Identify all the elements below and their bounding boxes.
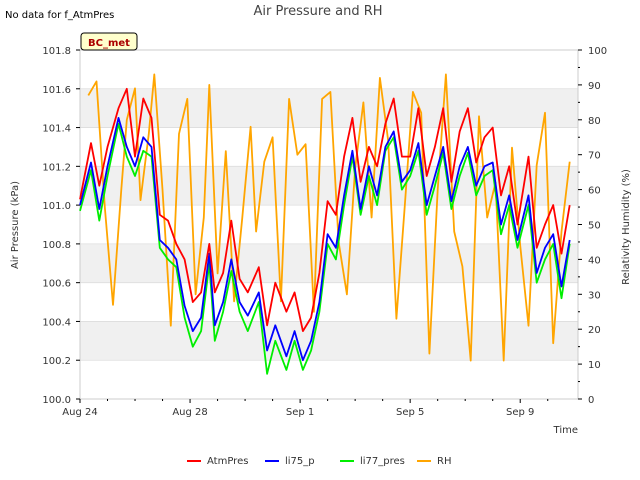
y-axis-label: Air Pressure (kPa) [10,181,21,269]
station-badge: BC_met [80,32,138,51]
x-tick-label: Aug 24 [62,407,97,418]
y-tick-label: 100.2 [42,356,71,367]
x-tick-label: Sep 9 [506,407,534,418]
y2-tick-label: 10 [588,360,601,371]
y-tick-label: 101.6 [42,85,71,96]
y2-tick-label: 70 [588,151,601,162]
y-tick-label: 100.0 [42,395,71,406]
y2-tick-label: 60 [588,186,601,197]
y2-tick-label: 30 [588,290,601,301]
y-tick-label: 101.0 [42,201,71,212]
legend-label-li77_pres: li77_pres [360,456,405,467]
legend-label-li75_p: li75_p [285,456,315,467]
y-axis-ticks: 100.0 100.2 100.4 100.6 100.8 101.0 101.2 101.4… [42,46,80,406]
x-axis-label: Time [553,425,578,436]
y-tick-label: 101.2 [42,162,71,173]
y-tick-label: 101.4 [42,124,71,135]
station-badge-label: BC_met [88,38,130,49]
y-tick-label: 100.4 [42,317,71,328]
y2-axis-ticks: 0 10 20 30 40 50 60 70 80 90 100 [578,46,607,406]
y-tick-label: 101.8 [42,46,71,57]
series-line-AtmPres [79,87,571,333]
series-line-RH [87,73,571,362]
x-axis-ticks: Aug 24 Aug 28 Sep 1 Sep 5 Sep 9 [62,399,549,418]
y-tick-label: 100.8 [42,240,71,251]
y2-tick-label: 0 [588,395,594,406]
x-tick-label: Sep 5 [396,407,424,418]
legend-label-AtmPres: AtmPres [207,456,248,467]
grid-band [80,88,578,128]
y2-axis-label: Relativity Humidity (%) [621,169,632,285]
y2-tick-label: 50 [588,221,601,232]
x-tick-label: Aug 28 [172,407,207,418]
chart-title: Air Pressure and RH [253,4,382,19]
no-data-note: No data for f_AtmPres [5,10,114,21]
x-tick-label: Sep 1 [286,407,314,418]
series-line-li77_pres [79,122,571,375]
y-tick-label: 100.6 [42,279,71,290]
legend-label-RH: RH [437,456,451,467]
series-line-li75_p [79,117,571,362]
y2-tick-label: 20 [588,325,601,336]
y2-tick-label: 40 [588,255,601,266]
legend: AtmPres li75_p li77_pres RH [187,456,451,467]
grid-band [80,321,578,361]
y2-tick-label: 100 [588,46,607,57]
y2-tick-label: 80 [588,116,601,127]
series-lines [79,73,571,375]
y2-tick-label: 90 [588,81,601,92]
grid-band [80,243,578,283]
